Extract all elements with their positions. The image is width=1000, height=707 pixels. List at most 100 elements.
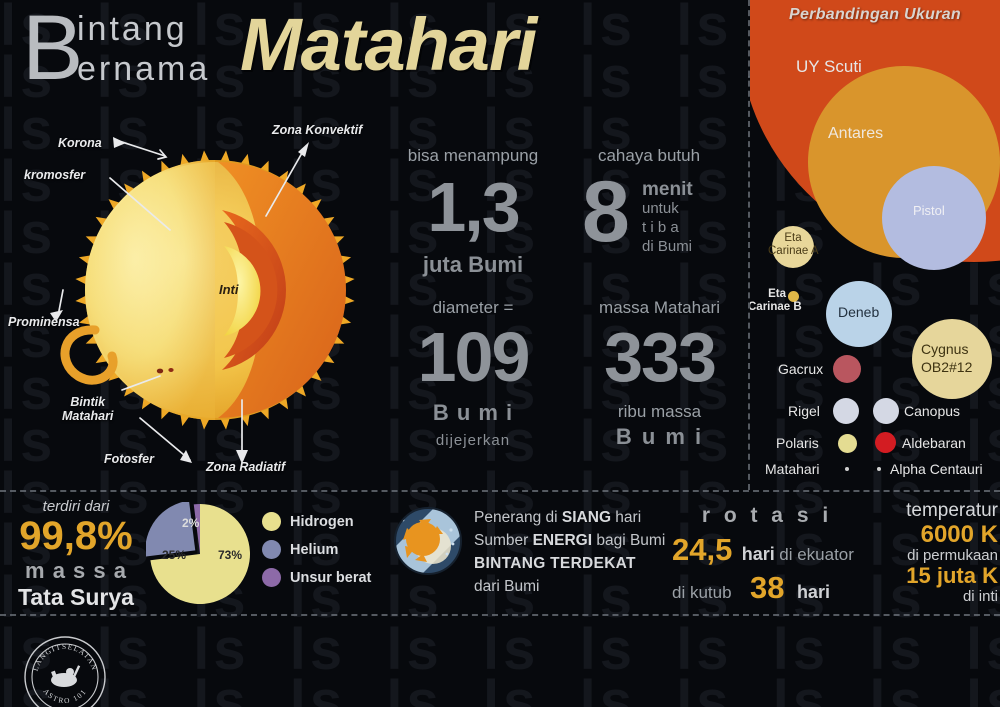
title-highlight: Matahari: [240, 3, 537, 86]
legend-label-helium: Helium: [290, 541, 339, 558]
langitselatan-badge-icon: LANGITSELATAN ASTRO 101: [24, 636, 106, 707]
rotation-block: r o t a s i 24,5 hari di ekuator di kutu…: [672, 504, 862, 606]
stat-light-l2: t i b a: [642, 219, 679, 236]
pie-legend: Hidrogen Helium Unsur berat: [262, 512, 371, 596]
sun-label-zona-konvektif: Zona Konvektif: [272, 123, 363, 137]
star-circle-gacrux: [833, 355, 861, 383]
role-line-3: BINTANG TERDEKAT: [474, 555, 636, 572]
star-circle-matahari: [845, 467, 849, 471]
star-circle-canopus: [873, 398, 899, 424]
sun-illustration: [50, 137, 355, 464]
role-1b: SIANG: [561, 509, 611, 526]
day-night-icon: [393, 506, 463, 581]
star-label-deneb: Deneb: [838, 304, 880, 320]
role-line-1: Penerang di SIANG hari: [474, 506, 665, 529]
stat-light-time: cahaya butuh 8 menit untuk t i b a di Bu…: [574, 146, 754, 262]
legend-item-helium: Helium: [262, 540, 371, 559]
composition-line2: Tata Surya: [18, 584, 134, 610]
stat-volume-caption: bisa menampung: [407, 146, 539, 165]
divider-vertical-panel: [748, 0, 750, 490]
title-line-2: ernama: [77, 50, 211, 88]
divider-horizontal-mid: [0, 490, 1000, 492]
star-circle-aldebaran: [875, 432, 896, 453]
legend-item-hidrogen: Hidrogen: [262, 512, 371, 531]
pie-slice-helium: [145, 500, 196, 557]
stat-light-l3: di Bumi: [642, 238, 693, 255]
stat-mass-note: B u m i: [615, 424, 704, 449]
stat-diameter-note: dijejerkan: [435, 432, 511, 449]
legend-label-hidrogen: Hidrogen: [290, 513, 354, 530]
bottom-facts-strip: terdiri dari 99,8% m a s s a Tata Surya …: [0, 492, 1000, 614]
stat-mass-sub: ribu massa: [617, 402, 702, 421]
sun-label-zona-radiatif: Zona Radiatif: [206, 460, 286, 474]
temperature-surface-where: di permukaan: [907, 547, 998, 564]
star-circle-pistol: [882, 166, 986, 270]
sun-label-kromosfer: kromosfer: [24, 168, 86, 182]
sun-cutaway-diagram: Korona kromosfer Prominensa Bintik Matah…: [0, 100, 390, 490]
sun-label-inti: Inti: [219, 282, 239, 297]
rotation-pole-value: 38: [750, 570, 785, 605]
rotation-heading: r o t a s i: [701, 504, 833, 527]
stat-mass: massa Matahari 333 ribu massa B u m i: [572, 298, 747, 450]
stat-volume-number: 1,3: [427, 168, 520, 246]
composition-percent: 99,8%: [19, 514, 133, 558]
temperature-heading: temperatur: [906, 500, 998, 521]
stat-diameter: diameter = 109 B u m i dijejerkan: [398, 298, 548, 449]
divider-horizontal-footer: [0, 614, 1000, 616]
star-circle-cygnus-ob2-12: [912, 319, 992, 399]
star-label-canopus: Canopus: [904, 403, 961, 419]
star-label-eta-carinae-b: Eta Carinae B: [750, 288, 802, 313]
stat-light-unit: menit: [642, 179, 693, 200]
sun-label-bintik-matahari: Bintik Matahari: [62, 395, 114, 423]
stat-light-caption: cahaya butuh: [597, 146, 701, 165]
stat-light-number: 8: [582, 164, 630, 260]
title-line-1: intang: [77, 10, 188, 48]
star-label-aldebaran: Aldebaran: [902, 435, 966, 451]
pie-svg: [145, 500, 250, 604]
role-line-2: Sumber ENERGI bagi Bumi: [474, 529, 665, 552]
star-label-matahari: Matahari: [765, 461, 820, 477]
rotation-pole-unit: hari: [796, 582, 830, 602]
star-label-gacrux: Gacrux: [778, 361, 824, 377]
star-circle-deneb: [826, 281, 892, 347]
star-circle-eta-carinae-a: [772, 226, 814, 268]
star-label-uy-scuti: UY Scuti: [796, 57, 862, 76]
star-circle-rigel: [833, 398, 859, 424]
svg-text:ASTRO 101: ASTRO 101: [41, 687, 88, 706]
legend-dot-helium: [262, 540, 281, 559]
star-circle-eta-carinae-b: [788, 291, 799, 302]
role-line-4: dari Bumi: [474, 578, 540, 595]
star-label-cygnus-ob2-12: Cygnus OB2#12: [921, 341, 973, 375]
sun-label-fotosfer: Fotosfer: [104, 452, 154, 466]
composition-block: terdiri dari 99,8% m a s s a Tata Surya: [6, 498, 146, 611]
star-label-pistol: Pistol: [913, 203, 945, 218]
star-circle-alpha-centauri: [877, 467, 881, 471]
rotation-equator-value: 24,5: [672, 532, 733, 567]
stat-diameter-number: 109: [417, 318, 531, 396]
stat-mass-number: 333: [604, 318, 717, 396]
rotation-equator-unit: hari: [741, 544, 775, 564]
stat-diameter-caption: diameter =: [432, 298, 514, 317]
temperature-core-where: di inti: [962, 588, 998, 605]
footer: LANGITSELATAN ASTRO 101 langitselatan in…: [0, 616, 1000, 707]
sun-moon-glyph: [394, 507, 462, 575]
pie-pct-helium: 25%: [162, 548, 187, 562]
legend-dot-hidrogen: [262, 512, 281, 531]
composition-pie-chart: 73% 25% 2%: [145, 500, 254, 606]
role-2b: ENERGI: [532, 532, 593, 549]
pie-slice-unsur-berat: [193, 504, 200, 554]
pie-pct-unsur-berat: 2%: [182, 516, 200, 530]
stat-light-l1: untuk: [642, 200, 679, 217]
star-label-polaris: Polaris: [776, 435, 819, 451]
star-label-antares: Antares: [828, 125, 884, 142]
rotation-equator-where: di ekuator: [779, 545, 854, 564]
star-circle-polaris: [838, 434, 857, 453]
size-comparison-panel: Perbandingan Ukuran UY Scuti Antares Pis…: [750, 0, 1000, 490]
temperature-block: temperatur 6000 K di permukaan 15 juta K…: [866, 500, 998, 605]
pie-slice-hidrogen: [150, 504, 250, 604]
legend-dot-unsur-berat: [262, 568, 281, 587]
stat-mass-caption: massa Matahari: [599, 298, 720, 317]
rotation-pole-where: di kutub: [672, 583, 732, 602]
stat-diameter-sub: B u m i: [432, 400, 514, 425]
